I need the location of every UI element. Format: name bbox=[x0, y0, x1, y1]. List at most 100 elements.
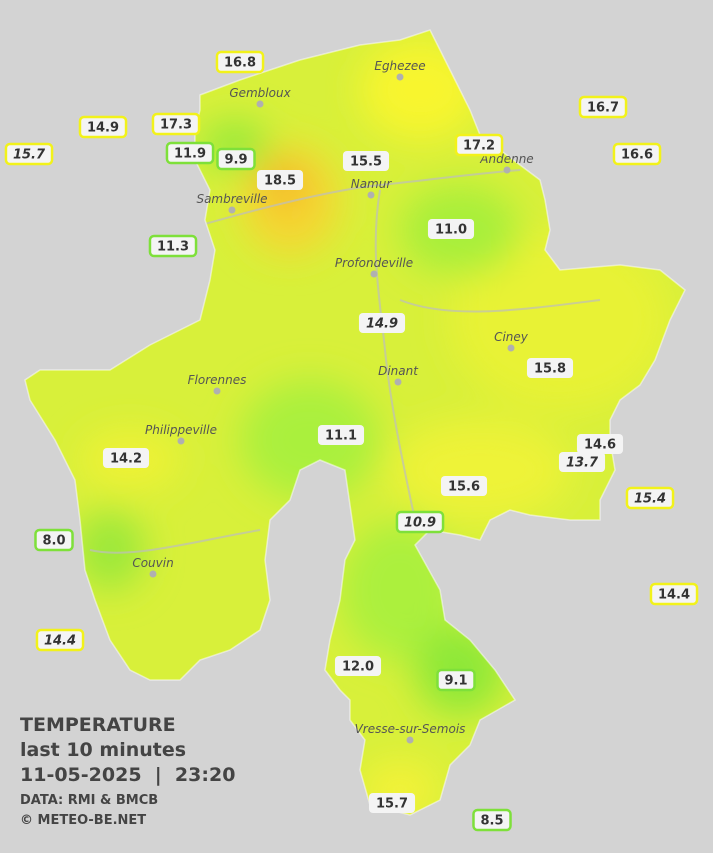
station-box bbox=[427, 219, 475, 239]
city-dot bbox=[177, 437, 185, 445]
legend-title: TEMPERATURE bbox=[20, 714, 176, 736]
station-box bbox=[151, 112, 201, 136]
station: 16.8 bbox=[215, 50, 265, 74]
station: 15.4 bbox=[625, 486, 675, 510]
station-box bbox=[558, 452, 606, 472]
station: 16.7 bbox=[578, 95, 628, 119]
station: 15.8 bbox=[526, 358, 574, 378]
city-label: Ciney bbox=[494, 330, 529, 344]
station: 14.9 bbox=[358, 313, 406, 333]
legend-copyright: © METEO-BE.NET bbox=[20, 813, 146, 828]
station-box bbox=[368, 793, 416, 813]
station-box bbox=[334, 656, 382, 676]
city-dot bbox=[396, 73, 404, 81]
station-box bbox=[342, 151, 390, 171]
station-box bbox=[440, 476, 488, 496]
city-dot bbox=[370, 270, 378, 278]
city-dot bbox=[213, 387, 221, 395]
station-box bbox=[35, 628, 85, 652]
station: 15.7 bbox=[368, 793, 416, 813]
station-box bbox=[215, 50, 265, 74]
station: 11.3 bbox=[148, 234, 198, 258]
station-box bbox=[216, 147, 256, 171]
station-value: 17.2 bbox=[463, 139, 495, 154]
station: 15.5 bbox=[342, 151, 390, 171]
station: 14.6 bbox=[576, 434, 624, 454]
station-value: 18.5 bbox=[264, 174, 296, 189]
station-value: 13.7 bbox=[566, 456, 599, 471]
station-value: 8.0 bbox=[42, 534, 65, 549]
city-label: Profondeville bbox=[335, 256, 413, 270]
station: 18.5 bbox=[256, 170, 304, 190]
station-box bbox=[576, 434, 624, 454]
station-value: 14.4 bbox=[658, 588, 690, 603]
station-box bbox=[102, 448, 150, 468]
station-value: 15.4 bbox=[634, 492, 666, 507]
city-label: Sambreville bbox=[196, 192, 267, 206]
station-box bbox=[34, 528, 74, 552]
station-value: 17.3 bbox=[160, 118, 192, 133]
legend-datetime: 11-05-2025 | 23:20 bbox=[20, 764, 235, 786]
station-box bbox=[165, 141, 215, 165]
station-box bbox=[436, 668, 476, 692]
station: 10.9 bbox=[395, 510, 445, 534]
station-value: 14.9 bbox=[366, 317, 398, 332]
city-dot bbox=[228, 206, 236, 214]
city-dot bbox=[394, 378, 402, 386]
city-label: Vresse-sur-Semois bbox=[355, 722, 466, 736]
station-box bbox=[78, 115, 128, 139]
station-value: 11.0 bbox=[435, 223, 467, 238]
station: 14.2 bbox=[102, 448, 150, 468]
city-dot bbox=[256, 100, 264, 108]
station-box bbox=[649, 582, 699, 606]
station-box bbox=[612, 142, 662, 166]
station-value: 12.0 bbox=[342, 660, 374, 675]
station-value: 15.6 bbox=[448, 480, 480, 495]
station: 8.0 bbox=[34, 528, 74, 552]
station-value: 11.3 bbox=[157, 240, 189, 255]
legend-period: last 10 minutes bbox=[20, 739, 186, 761]
city-dot bbox=[503, 166, 511, 174]
station: 15.6 bbox=[440, 476, 488, 496]
station-value: 16.6 bbox=[621, 148, 653, 163]
station-value: 16.8 bbox=[224, 56, 256, 71]
city-label: Eghezee bbox=[374, 59, 425, 73]
station: 16.6 bbox=[612, 142, 662, 166]
station-box bbox=[472, 808, 512, 832]
station-value: 8.5 bbox=[480, 814, 503, 829]
station-value: 11.9 bbox=[174, 147, 206, 162]
station-box bbox=[578, 95, 628, 119]
station: 8.5 bbox=[472, 808, 512, 832]
station-value: 15.7 bbox=[376, 797, 408, 812]
city-label: Dinant bbox=[378, 364, 419, 378]
station-value: 14.4 bbox=[44, 634, 76, 649]
station-box bbox=[395, 510, 445, 534]
station: 15.7 bbox=[4, 142, 54, 166]
station: 17.3 bbox=[151, 112, 201, 136]
city-label: Philippeville bbox=[145, 423, 217, 437]
city-dot bbox=[406, 736, 414, 744]
station-value: 9.9 bbox=[224, 153, 247, 168]
city-label: Couvin bbox=[132, 556, 173, 570]
station-value: 14.9 bbox=[87, 121, 119, 136]
city-dot bbox=[507, 344, 515, 352]
station: 14.9 bbox=[78, 115, 128, 139]
station: 14.4 bbox=[35, 628, 85, 652]
station: 14.4 bbox=[649, 582, 699, 606]
station-box bbox=[148, 234, 198, 258]
station: 17.2 bbox=[454, 133, 504, 157]
station-value: 15.8 bbox=[534, 362, 566, 377]
station: 9.1 bbox=[436, 668, 476, 692]
station-value: 15.5 bbox=[350, 155, 382, 170]
station-box bbox=[4, 142, 54, 166]
station-value: 16.7 bbox=[587, 101, 619, 116]
city-label: Gembloux bbox=[229, 86, 291, 100]
station: 12.0 bbox=[334, 656, 382, 676]
city-dot bbox=[149, 570, 157, 578]
station-box bbox=[526, 358, 574, 378]
station-value: 14.2 bbox=[110, 452, 142, 467]
station: 9.9 bbox=[216, 147, 256, 171]
station: 11.0 bbox=[427, 219, 475, 239]
legend-source: DATA: RMI & BMCB bbox=[20, 793, 158, 808]
